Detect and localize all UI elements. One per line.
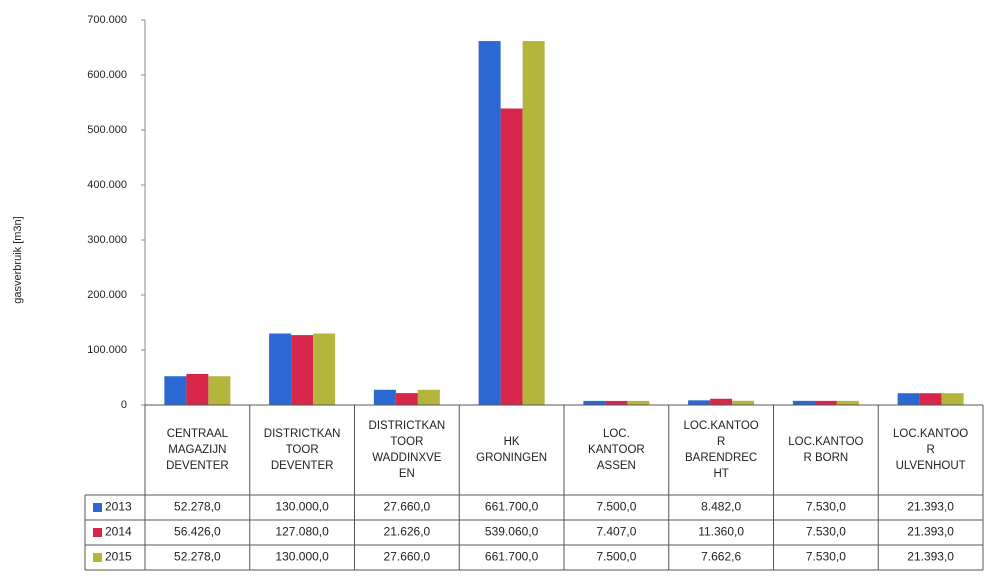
y-tick-label: 100.000 [87, 344, 127, 356]
bar [186, 373, 209, 405]
bar [732, 400, 755, 405]
table-value: 661.700,0 [485, 550, 539, 564]
y-tick-label: 700.000 [87, 14, 127, 26]
y-tick-label: 0 [121, 399, 127, 411]
bar [417, 389, 440, 405]
bar [836, 400, 859, 405]
x-tick-label: DISTRICTKAN TOOR DEVENTER [264, 428, 341, 472]
bar [478, 41, 501, 405]
x-tick-label: LOC.KANTOO R ULVENHOUT [893, 428, 968, 472]
bar [583, 400, 606, 405]
x-tick-label: HK GRONINGEN [476, 436, 547, 464]
legend-label: 2013 [105, 500, 132, 514]
legend-key [93, 503, 102, 512]
y-axis-title: gasverbruik [m3n] [12, 216, 24, 303]
legend-key [93, 528, 102, 537]
bar [164, 376, 187, 405]
bar [522, 41, 545, 405]
table-value: 7.407,0 [596, 525, 636, 539]
y-tick-label: 500.000 [87, 124, 127, 136]
table-value: 130.000,0 [275, 550, 329, 564]
table-value: 11.360,0 [698, 525, 744, 539]
bar [373, 389, 396, 405]
bar [897, 393, 920, 405]
bar [605, 400, 628, 405]
table-value: 539.060,0 [485, 525, 539, 539]
table-value: 56.426,0 [174, 525, 221, 539]
bar [688, 400, 711, 405]
bar [500, 108, 523, 405]
bar [919, 393, 942, 405]
legend-label: 2014 [105, 525, 132, 539]
y-tick-label: 400.000 [87, 179, 127, 191]
bar [941, 393, 964, 405]
y-tick-label: 200.000 [87, 289, 127, 301]
bar [814, 400, 837, 405]
table-value: 7.662,6 [701, 550, 741, 564]
table-value: 7.500,0 [596, 500, 636, 514]
legend-key [93, 553, 102, 562]
y-tick-label: 600.000 [87, 69, 127, 81]
table-value: 21.393,0 [907, 550, 954, 564]
bar [792, 400, 815, 405]
table-value: 8.482,0 [701, 500, 741, 514]
table-value: 21.393,0 [907, 500, 954, 514]
table-value: 7.500,0 [596, 550, 636, 564]
table-value: 21.626,0 [384, 525, 431, 539]
bar [269, 333, 292, 405]
bar [710, 398, 733, 405]
bar [313, 333, 336, 405]
table-value: 21.393,0 [907, 525, 954, 539]
x-tick-label: CENTRAAL MAGAZIJN DEVENTER [166, 428, 229, 472]
table-value: 130.000,0 [275, 500, 329, 514]
y-tick-label: 300.000 [87, 234, 127, 246]
bar [395, 393, 418, 405]
table-value: 661.700,0 [485, 500, 539, 514]
x-tick-label: LOC.KANTOO R BARENDREC HT [684, 420, 759, 480]
legend-label: 2015 [105, 550, 132, 564]
bar [627, 400, 650, 405]
table-value: 7.530,0 [806, 525, 846, 539]
table-value: 52.278,0 [174, 500, 221, 514]
table-value: 7.530,0 [806, 550, 846, 564]
table-value: 7.530,0 [806, 500, 846, 514]
x-tick-label: LOC.KANTOO R BORN [788, 436, 863, 464]
table-value: 52.278,0 [174, 550, 221, 564]
x-tick-label: LOC. KANTOOR ASSEN [588, 428, 645, 472]
table-value: 27.660,0 [384, 550, 431, 564]
bar [291, 335, 314, 405]
bar [208, 376, 231, 405]
table-value: 27.660,0 [384, 500, 431, 514]
x-tick-label: DISTRICTKAN TOOR WADDINXVE EN [369, 420, 446, 480]
table-value: 127.080,0 [275, 525, 329, 539]
